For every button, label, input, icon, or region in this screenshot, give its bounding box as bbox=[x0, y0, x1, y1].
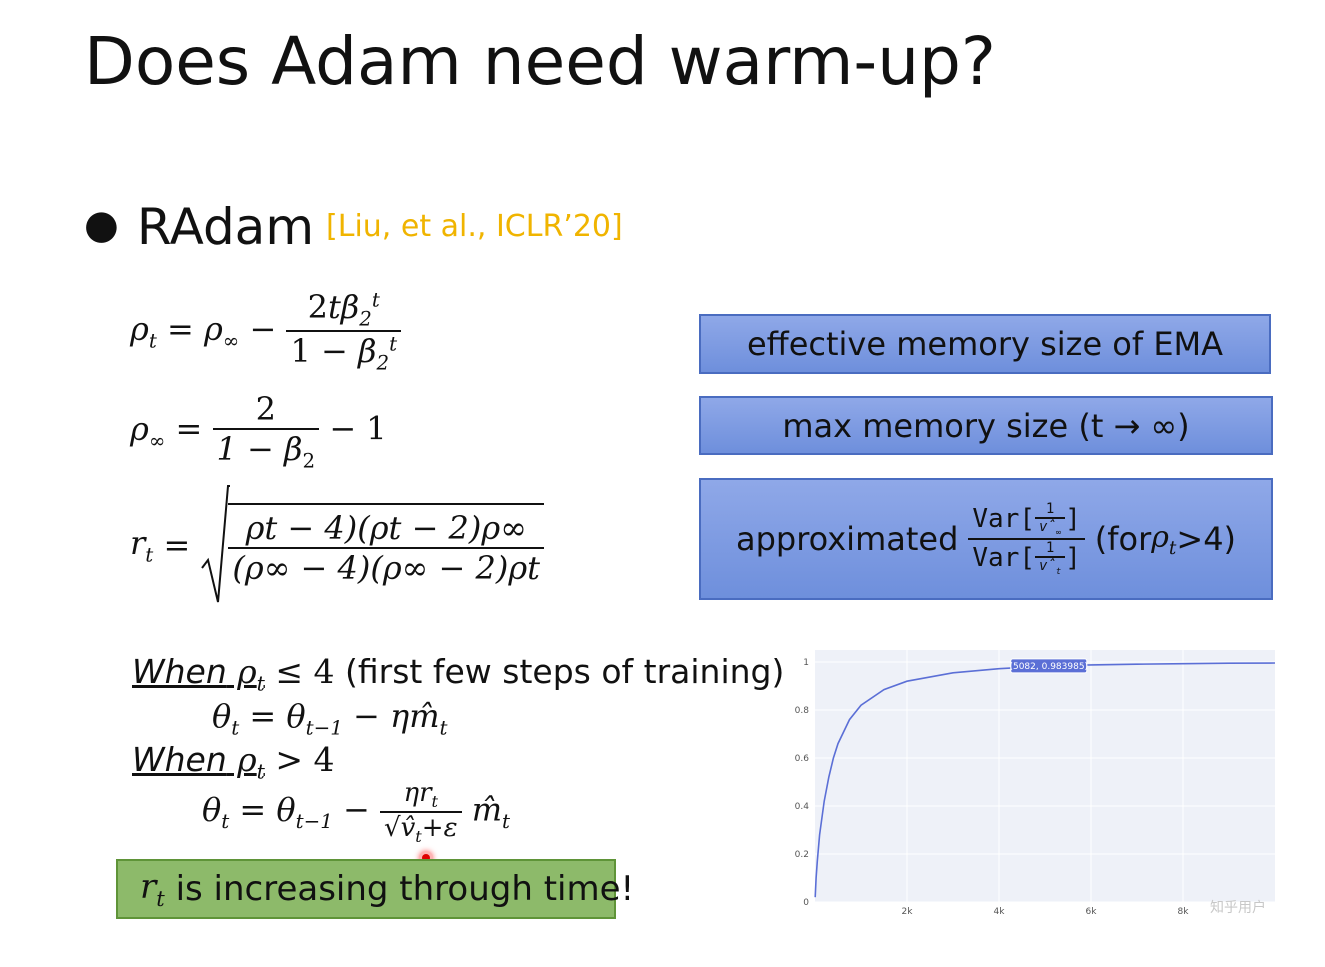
annotation-box-max-memory: max memory size (t → ∞) bbox=[699, 396, 1273, 455]
callout-rt-increasing: rt is increasing through time! bbox=[116, 859, 634, 919]
rho-inf-minus-one: − 1 bbox=[329, 409, 387, 448]
when-cond-2: > 4 bbox=[275, 740, 335, 779]
annotation-max-memory-text: max memory size (t → ∞) bbox=[782, 406, 1190, 445]
annotation-box-variance: approximated Var[1 v̂∞] Var[1 v̂t] (for ρt… bbox=[699, 478, 1273, 600]
citation: [Liu, et al., ICLR’20] bbox=[326, 209, 623, 244]
y-axis-ticks: 0 0.2 0.4 0.6 0.8 1 bbox=[795, 658, 810, 908]
equation-rho-inf: ρ∞ = 2 1 − β2 − 1 bbox=[130, 390, 387, 473]
when-note-1: (first few steps of training) bbox=[345, 652, 785, 691]
x-tick-label: 8k bbox=[1178, 907, 1190, 917]
update-rule-sgd: θt = θt−1 − ηm̂t bbox=[212, 697, 448, 740]
annotation-ema-text: effective memory size of EMA bbox=[746, 325, 1224, 363]
y-tick-label: 0.6 bbox=[795, 754, 810, 764]
y-tick-label: 1 bbox=[803, 658, 809, 668]
rt-curve-chart: 0 0.2 0.4 0.6 0.8 1 2k 4k 6k 8k (5082, 0.983985) bbox=[795, 650, 1276, 917]
annotation-box-ema: effective memory size of EMA bbox=[699, 314, 1271, 374]
annotation-approximated-text: approximated bbox=[735, 520, 959, 558]
watermark: 知乎用户 bbox=[1210, 900, 1266, 916]
radical-sign bbox=[201, 485, 231, 603]
rt-curve-line bbox=[814, 662, 1276, 898]
y-tick-label: 0 bbox=[803, 898, 809, 908]
x-tick-label: 6k bbox=[1086, 907, 1098, 917]
rule-when-le4: When ρt ≤ 4 (first few steps of training… bbox=[132, 652, 785, 696]
bullet-label: RAdam bbox=[136, 198, 315, 256]
when-cond-1: ≤ 4 bbox=[275, 652, 335, 691]
bullet-dot: ● bbox=[84, 202, 119, 248]
when-label-1: When bbox=[132, 652, 227, 691]
rho-inf-denominator: 1 − β bbox=[216, 430, 303, 468]
y-tick-label: 0.2 bbox=[795, 850, 809, 860]
x-axis-ticks: 2k 4k 6k 8k bbox=[902, 907, 1190, 917]
bullet-radam: ● RAdam [Liu, et al., ICLR’20] bbox=[84, 190, 623, 262]
hover-tooltip: (5082, 0.983985) bbox=[1009, 658, 1088, 674]
equation-rho-t: ρt = ρ∞ − 2tβ2t 1 − β2t bbox=[130, 288, 402, 375]
rt-numerator: ρt − 4)(ρt − 2)ρ∞ bbox=[228, 509, 544, 549]
x-tick-label: 4k bbox=[994, 907, 1006, 917]
rule-when-gt4: When ρt > 4 bbox=[132, 740, 335, 784]
x-tick-label: 2k bbox=[902, 907, 914, 917]
chart-grid bbox=[815, 650, 1275, 903]
when-label-2: When bbox=[132, 740, 227, 779]
rt-denominator: (ρ∞ − 4)(ρ∞ − 2)ρt bbox=[232, 549, 540, 587]
annotation-gt4-text: >4) bbox=[1176, 520, 1237, 558]
hover-label: (5082, 0.983985) bbox=[1009, 662, 1088, 672]
rho-inf-numerator: 2 bbox=[212, 390, 320, 430]
plot-background bbox=[815, 650, 1275, 902]
annotation-for-text: (for bbox=[1094, 520, 1152, 558]
rt-symbol: r bbox=[130, 523, 146, 562]
y-tick-label: 0.4 bbox=[795, 802, 810, 812]
update-rule-adaptive: θt = θt−1 − ηrt √v̂t+ε m̂t bbox=[202, 778, 511, 847]
y-tick-label: 0.8 bbox=[795, 706, 810, 716]
callout-text: is increasing through time! bbox=[175, 869, 635, 909]
equation-r-t: rt = ρt − 4)(ρt − 2)ρ∞ (ρ∞ − 4)(ρ∞ − 2)ρ… bbox=[130, 480, 544, 610]
variance-ratio: Var[1 v̂∞] Var[1 v̂t] bbox=[968, 501, 1085, 577]
slide-title: Does Adam need warm-up? bbox=[84, 23, 996, 100]
